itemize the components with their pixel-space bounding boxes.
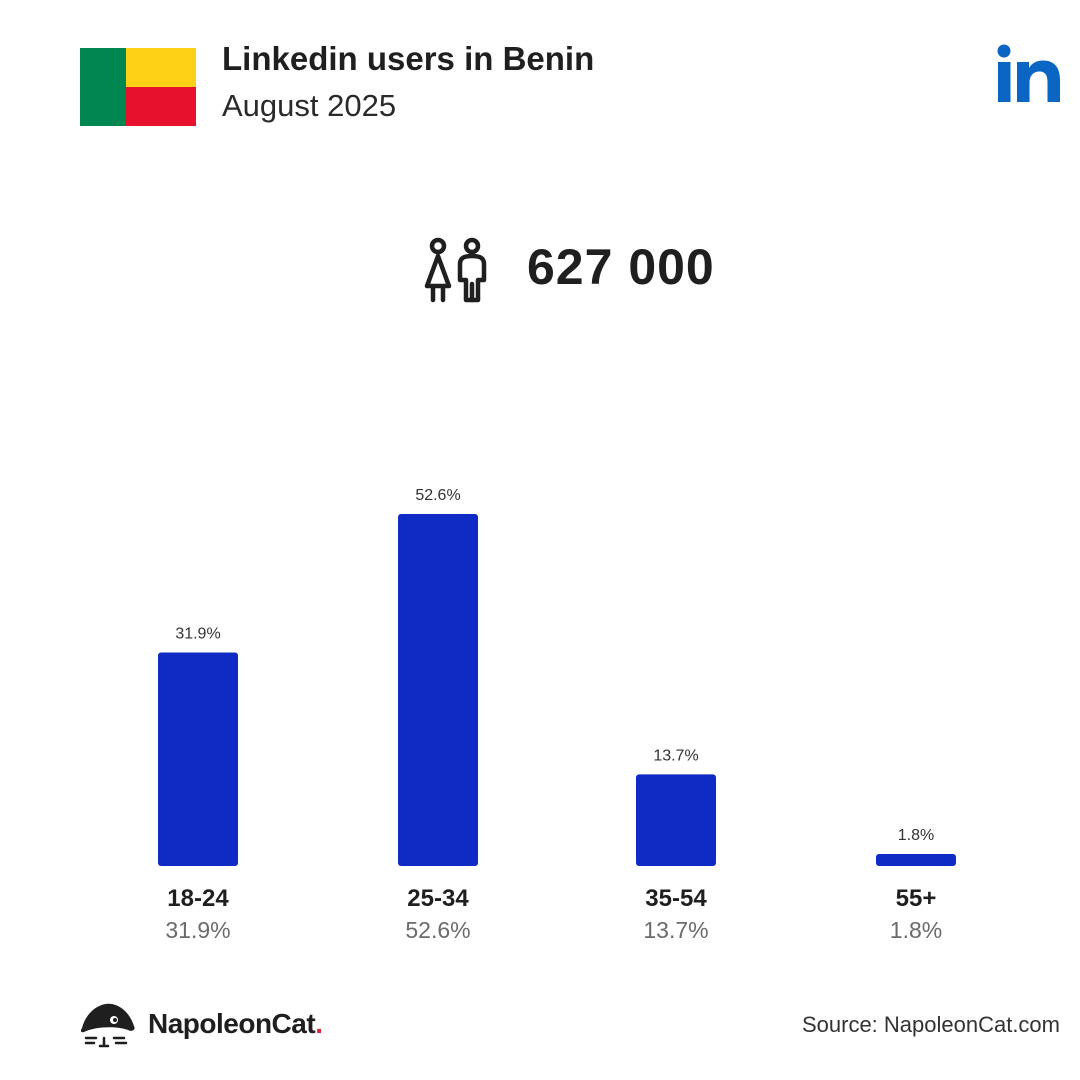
source-credit: Source: NapoleonCat.com — [801, 1012, 1060, 1037]
data-label-55+: 1.8% — [898, 827, 934, 844]
flag-green-band — [80, 48, 126, 126]
flag-yellow-band — [126, 48, 196, 87]
category-label-55+: 55+ — [896, 885, 937, 912]
napoleoncat-logo-text: NapoleonCat. — [148, 1008, 323, 1040]
bar-18-24 — [158, 652, 238, 866]
napoleoncat-name: NapoleonCat — [148, 1008, 316, 1039]
category-value-55+: 1.8% — [890, 917, 942, 943]
napoleoncat-logo-icon — [78, 998, 138, 1050]
category-value-25-34: 52.6% — [405, 917, 470, 943]
category-value-35-54: 13.7% — [643, 917, 708, 943]
data-label-18-24: 31.9% — [175, 626, 220, 643]
napoleoncat-dot: . — [315, 1008, 323, 1039]
bar-55+ — [876, 853, 956, 866]
data-label-35-54: 13.7% — [653, 747, 698, 764]
data-label-25-34: 52.6% — [415, 487, 460, 504]
total-users-value: 627 000 — [527, 239, 715, 295]
page-title: Linkedin users in Benin — [222, 40, 595, 77]
benin-flag — [80, 48, 196, 126]
page-subtitle: August 2025 — [222, 88, 397, 123]
flag-red-band — [126, 87, 196, 126]
linkedin-logo-icon — [996, 44, 1062, 104]
category-label-35-54: 35-54 — [645, 885, 707, 912]
users-icon — [420, 236, 492, 306]
category-label-25-34: 25-34 — [407, 885, 469, 912]
bar-35-54 — [636, 774, 716, 866]
bar-25-34 — [398, 514, 478, 866]
category-label-18-24: 18-24 — [167, 885, 229, 912]
category-value-18-24: 31.9% — [165, 917, 230, 943]
